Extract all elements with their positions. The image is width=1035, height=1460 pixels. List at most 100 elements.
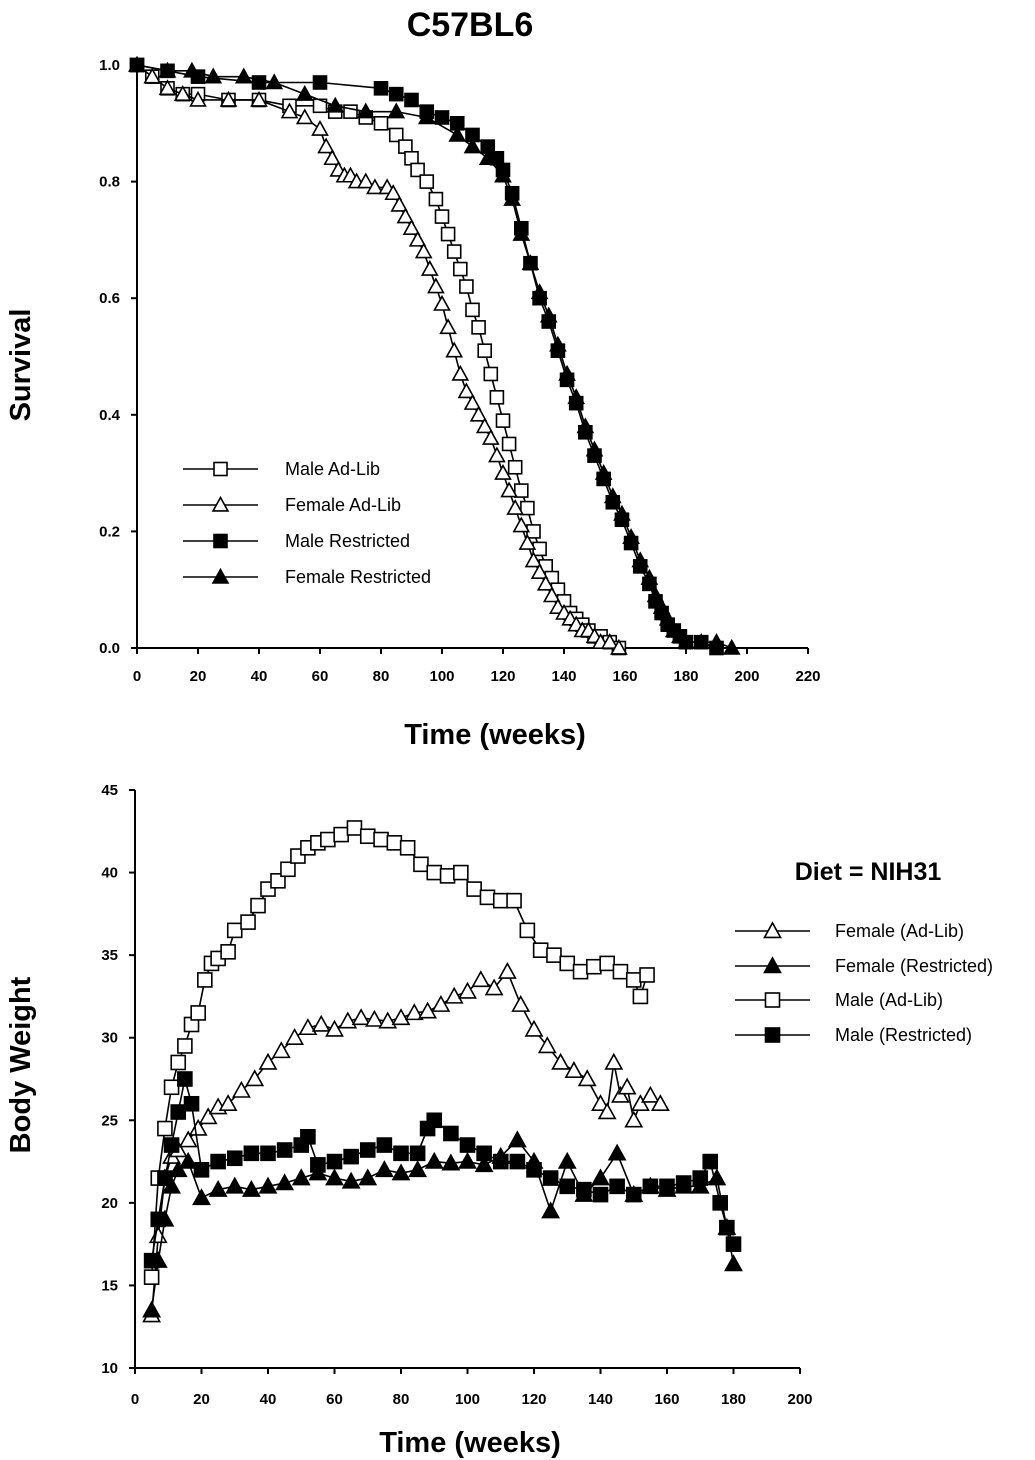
weight-point-male-ad-lib <box>226 922 243 939</box>
survival-legend-marker <box>211 567 230 584</box>
weight-point-female-restricted <box>325 1168 344 1186</box>
survival-point-male-ad-lib <box>489 390 505 405</box>
weight-point-female-ad-lib <box>611 1085 630 1103</box>
weight-point-female-restricted <box>192 1188 211 1206</box>
weight-point-male-ad-lib <box>143 1269 160 1285</box>
survival-point-male-ad-lib <box>501 436 517 452</box>
survival-point-female-restricted <box>183 61 201 78</box>
weight-point-male-ad-lib <box>163 1079 180 1096</box>
survival-point-female-ad-lib <box>414 242 433 259</box>
weight-point-female-ad-lib <box>564 1061 584 1078</box>
survival-legend-marker <box>213 533 228 549</box>
weight-x-axis-title: Time (weeks) <box>379 1427 561 1459</box>
survival-point-male-ad-lib <box>373 116 389 131</box>
survival-y-tick-label: 0.2 <box>99 523 120 540</box>
survival-point-female-restricted <box>652 598 671 614</box>
survival-point-male-ad-lib <box>520 500 535 516</box>
survival-x-tick-label: 220 <box>795 668 820 685</box>
survival-point-female-ad-lib <box>600 633 619 649</box>
survival-point-female-ad-lib <box>500 481 518 498</box>
survival-x-tick-label: 140 <box>551 668 576 685</box>
weight-point-female-restricted <box>458 1151 477 1169</box>
figure-title: C57BL6 <box>407 6 534 44</box>
survival-point-male-ad-lib <box>513 483 529 498</box>
survival-point-male-restricted <box>388 86 404 102</box>
weight-x-tick-label: 40 <box>260 1391 277 1408</box>
survival-point-male-ad-lib <box>388 127 404 143</box>
weight-point-male-ad-lib <box>399 839 416 856</box>
weight-point-male-ad-lib <box>612 963 629 980</box>
survival-x-tick-label: 200 <box>734 668 759 685</box>
weight-point-male-restricted <box>177 1071 193 1087</box>
weight-point-female-restricted <box>424 1151 444 1169</box>
weight-point-male-ad-lib <box>280 861 296 878</box>
weight-point-female-ad-lib <box>391 1008 411 1026</box>
weight-point-male-restricted <box>300 1129 316 1145</box>
survival-legend-label: Male Restricted <box>285 531 410 551</box>
survival-x-tick-label: 0 <box>133 668 141 685</box>
weight-x-tick-label: 180 <box>721 1391 746 1408</box>
weight-point-male-ad-lib <box>632 988 649 1005</box>
weight-line-male-ad-lib <box>150 827 648 1278</box>
survival-legend-label: Female Ad-Lib <box>285 495 401 515</box>
weight-point-male-restricted <box>509 1153 526 1170</box>
weight-point-female-restricted <box>507 1130 527 1148</box>
survival-point-female-restricted <box>707 633 726 649</box>
weight-point-female-restricted <box>724 1254 743 1272</box>
survival-point-female-ad-lib <box>542 586 561 603</box>
survival-point-female-restricted <box>567 388 586 405</box>
weight-point-male-ad-lib <box>240 914 256 930</box>
weight-point-male-ad-lib <box>157 1120 173 1137</box>
weight-point-female-restricted <box>358 1168 378 1186</box>
weight-point-male-ad-lib <box>177 1038 193 1054</box>
weight-legend-item-male-restricted: Male (Restricted) <box>735 1025 972 1045</box>
survival-point-female-ad-lib <box>610 638 628 655</box>
weight-y-tick-label: 10 <box>101 1360 118 1377</box>
weight-point-female-restricted <box>541 1201 561 1219</box>
survival-point-female-ad-lib <box>158 79 177 96</box>
weight-x-tick-label: 80 <box>393 1391 410 1408</box>
weight-point-female-restricted <box>241 1179 261 1197</box>
survival-point-female-restricted <box>512 224 531 241</box>
weight-point-female-ad-lib <box>325 1019 344 1037</box>
survival-point-female-ad-lib <box>518 533 537 550</box>
survival-point-female-restricted <box>558 364 576 381</box>
survival-point-female-restricted <box>722 638 741 655</box>
weight-point-male-restricted <box>359 1142 376 1158</box>
body-weight-chart: 0 20 40 60 80 100 120 140 160 180 200 10 15 20 25 30 35 4… <box>5 782 993 1459</box>
survival-point-female-ad-lib <box>317 137 335 154</box>
weight-point-male-restricted <box>143 1252 160 1269</box>
survival-point-male-ad-lib <box>440 226 456 242</box>
survival-point-female-ad-lib <box>311 120 329 136</box>
survival-point-female-restricted <box>204 67 223 84</box>
survival-point-female-restricted <box>631 551 650 568</box>
weight-point-male-restricted <box>476 1145 492 1162</box>
weight-point-male-restricted <box>443 1125 459 1142</box>
survival-point-female-restricted <box>603 487 622 504</box>
weight-tick-labels: 0 20 40 60 80 100 120 140 160 180 200 10 15 20 25 30 35 4… <box>101 782 812 1408</box>
weight-point-male-restricted <box>625 1186 642 1203</box>
survival-x-tick-label: 160 <box>612 668 637 685</box>
weight-series-male-ad-lib <box>143 820 655 1285</box>
weight-legend-marker <box>763 956 782 974</box>
weight-legend-item-male-ad-lib: Male (Ad-Lib) <box>735 990 943 1010</box>
weight-point-male-ad-lib <box>492 892 509 909</box>
survival-point-male-ad-lib <box>465 302 480 318</box>
survival-point-female-restricted <box>576 417 595 434</box>
weight-point-female-restricted <box>208 1179 228 1197</box>
survival-point-male-ad-lib <box>483 366 499 382</box>
survival-point-female-ad-lib <box>250 90 268 107</box>
weight-point-male-ad-lib <box>386 835 403 851</box>
survival-point-female-restricted <box>549 335 567 352</box>
weight-point-male-ad-lib <box>519 922 536 939</box>
weight-point-female-ad-lib <box>577 1069 597 1087</box>
weight-point-male-restricted <box>163 1137 180 1153</box>
weight-point-male-restricted <box>492 1153 509 1170</box>
survival-point-female-restricted <box>387 102 406 119</box>
weight-point-male-ad-lib <box>466 881 482 897</box>
survival-y-tick-label: 0.4 <box>99 407 121 424</box>
survival-point-female-ad-lib <box>524 551 543 568</box>
survival-point-female-restricted <box>640 568 659 585</box>
survival-point-female-ad-lib <box>420 259 439 276</box>
